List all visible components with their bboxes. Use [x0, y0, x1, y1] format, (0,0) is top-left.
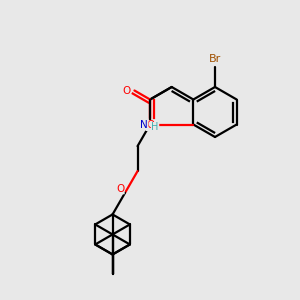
Text: O: O [116, 184, 124, 194]
Text: H: H [152, 122, 159, 133]
Text: Br: Br [209, 54, 221, 64]
Text: O: O [146, 121, 154, 130]
Text: O: O [122, 85, 130, 95]
Text: N: N [140, 119, 148, 130]
